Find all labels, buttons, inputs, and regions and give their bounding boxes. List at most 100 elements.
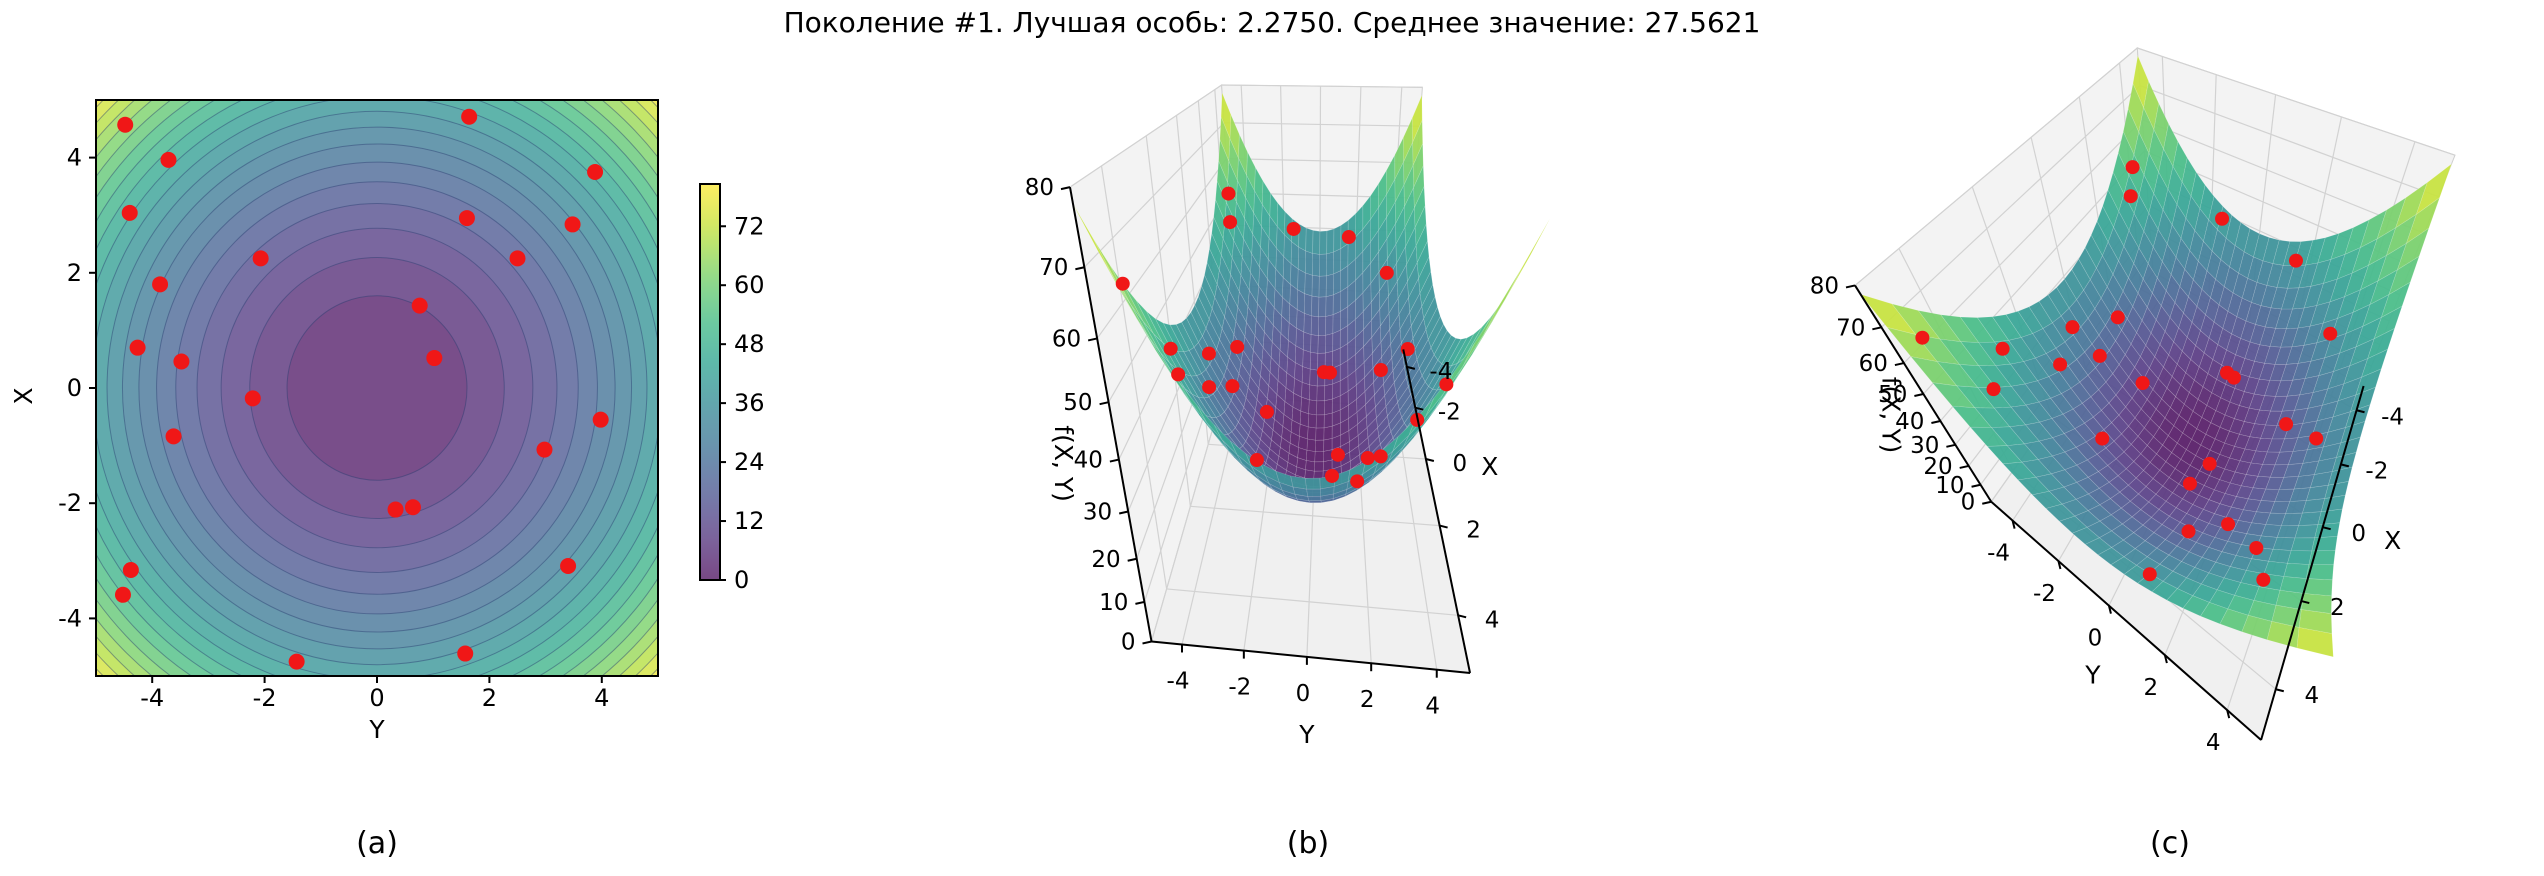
- individual-point: [426, 350, 443, 367]
- colorbar: 72 60 48 36 24 12 0: [699, 183, 765, 594]
- individual-point: [2181, 524, 2196, 539]
- z-tick-label-3d: 30: [1910, 433, 1939, 459]
- y-tick-label: 0: [67, 374, 82, 402]
- x-tick-label: 4: [594, 684, 609, 712]
- x-axis-label-3d: X: [1481, 452, 1498, 481]
- caption-a: (a): [356, 826, 398, 861]
- axis-spines: [1069, 186, 1472, 674]
- individual-point: [1350, 474, 1365, 489]
- individual-point: [1995, 341, 2010, 356]
- y-tick-label-3d: 4: [1425, 694, 1440, 720]
- individual-point: [1115, 276, 1130, 291]
- z-tick-label-3d: 60: [1052, 326, 1081, 352]
- x-tick-label-3d: 4: [1485, 607, 1500, 633]
- individual-point: [2309, 431, 2324, 446]
- individual-point: [1171, 367, 1186, 382]
- individual-point: [2065, 320, 2080, 335]
- individual-point: [244, 390, 261, 407]
- individual-point: [2226, 370, 2241, 385]
- z-axis-label-3d: f(X, Y): [1049, 425, 1078, 502]
- x-tick-label: 2: [482, 684, 497, 712]
- caption-c: (c): [2150, 826, 2190, 861]
- y-tick-label-3d: 4: [2206, 730, 2221, 756]
- individual-point: [1400, 342, 1415, 357]
- y-tick-label-3d: 0: [2088, 626, 2103, 652]
- x-tick-label-3d: 4: [2304, 683, 2319, 709]
- individual-point: [458, 210, 475, 227]
- y-axis-label-3d: Y: [2084, 661, 2101, 690]
- individual-point: [2323, 326, 2338, 341]
- y-tick-label: -4: [58, 604, 82, 632]
- individual-point: [1225, 379, 1240, 394]
- y-tick-label-3d: 0: [1296, 681, 1311, 707]
- individual-point: [2202, 456, 2217, 471]
- y-axis-label: X: [9, 387, 38, 404]
- population-scatter-a: [114, 108, 609, 670]
- z-tick-label-3d: 60: [1859, 351, 1888, 377]
- x-tick-label: -4: [140, 684, 164, 712]
- individual-point: [2110, 310, 2125, 325]
- individual-point: [165, 428, 182, 445]
- figure-title: Поколение #1. Лучшая особь: 2.2750. Сред…: [783, 6, 1761, 39]
- x-tick-label-3d: 2: [1466, 518, 1481, 544]
- y-tick-label: 2: [67, 259, 82, 287]
- individual-point: [152, 276, 169, 293]
- y-tick-label-3d: -2: [2033, 581, 2056, 607]
- z-axis-label-3d: f(X, Y): [1876, 377, 1905, 454]
- individual-point: [121, 204, 138, 221]
- individual-point: [457, 645, 474, 662]
- z-tick-label-3d: 70: [1836, 315, 1865, 341]
- individual-point: [252, 250, 269, 267]
- individual-point: [288, 653, 305, 670]
- individual-point: [592, 411, 609, 428]
- individual-point: [1915, 330, 1930, 345]
- individual-point: [1360, 451, 1375, 466]
- individual-point: [1259, 404, 1274, 419]
- z-tick-label-3d: 40: [1074, 448, 1103, 474]
- z-tick-label-3d: 50: [1878, 382, 1907, 408]
- surface-mesh: [1072, 92, 1551, 504]
- individual-point: [560, 557, 577, 574]
- individual-point: [2256, 572, 2271, 587]
- individual-point: [2215, 211, 2230, 226]
- x-tick-label-3d: 0: [2351, 521, 2366, 547]
- individual-point: [2125, 160, 2140, 175]
- individual-point: [2142, 567, 2157, 582]
- x-tick-label-3d: -4: [2381, 404, 2404, 430]
- individual-point: [2123, 189, 2138, 204]
- colorbar-tick-label: 24: [734, 448, 765, 476]
- contour-plot-a: -4 -2 0 2 4 Y 4 2 0 -2 -4 X: [9, 99, 659, 744]
- y-axis-label-3d: Y: [1298, 720, 1315, 749]
- individual-point: [1373, 362, 1388, 377]
- y-tick-label: 4: [67, 144, 82, 172]
- individual-point: [387, 501, 404, 518]
- individual-point: [1163, 341, 1178, 356]
- individual-point: [1202, 380, 1217, 395]
- individual-point: [173, 353, 190, 370]
- y-tick-label-3d: -4: [1167, 668, 1190, 694]
- individual-point: [2092, 348, 2107, 363]
- individual-point: [1230, 339, 1245, 354]
- y-tick-label-3d: 2: [2144, 675, 2159, 701]
- individual-point: [1379, 265, 1394, 280]
- individual-point: [1330, 447, 1345, 462]
- individual-point: [587, 164, 604, 180]
- individual-point: [1439, 377, 1454, 392]
- caption-b: (b): [1286, 826, 1330, 861]
- x-tick-label-3d: -4: [1429, 359, 1452, 385]
- z-tick-label-3d: 0: [1961, 490, 1976, 516]
- individual-point: [1249, 453, 1264, 468]
- z-tick-label-3d: 50: [1063, 390, 1092, 416]
- individual-point: [2288, 253, 2303, 268]
- z-tick-label-3d: 80: [1025, 175, 1054, 201]
- individual-point: [411, 297, 428, 314]
- individual-point: [1323, 365, 1338, 380]
- population-scatter-b: [1115, 186, 1454, 489]
- individual-point: [129, 339, 146, 356]
- x-tick-label: 0: [369, 684, 384, 712]
- individual-point: [1221, 186, 1236, 201]
- individual-point: [1373, 449, 1388, 464]
